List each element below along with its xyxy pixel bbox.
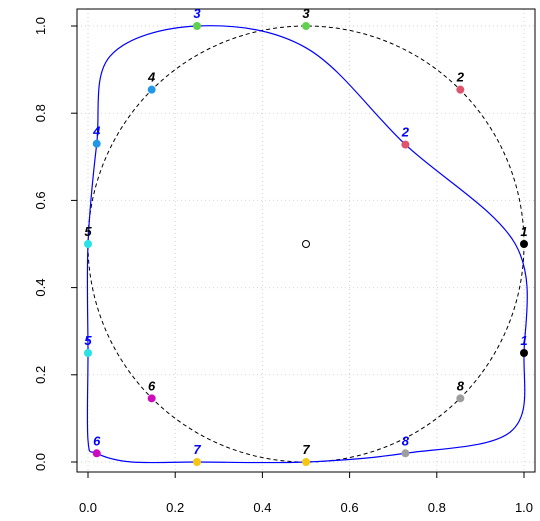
- point-label: 5: [84, 224, 92, 239]
- point-label: 8: [402, 433, 410, 448]
- data-point: [520, 240, 528, 248]
- x-tick-label: 1.0: [515, 500, 533, 515]
- point-label: 2: [401, 125, 410, 140]
- data-point: [302, 458, 310, 466]
- point-label: 1: [520, 333, 527, 348]
- data-point: [456, 85, 465, 94]
- x-tick-label: 0.6: [341, 500, 359, 515]
- data-point: [193, 458, 201, 466]
- data-point: [401, 449, 410, 458]
- y-tick-label: 0.8: [33, 104, 48, 122]
- data-point: [520, 349, 528, 357]
- data-point: [401, 140, 410, 149]
- x-tick-label: 0.2: [166, 500, 184, 515]
- point-label: 4: [147, 70, 156, 85]
- point-label: 7: [193, 442, 201, 457]
- data-point: [92, 449, 101, 458]
- y-tick-label: 1.0: [33, 17, 48, 35]
- data-point: [84, 349, 92, 357]
- y-tick-label: 0.0: [33, 453, 48, 471]
- point-label: 8: [457, 378, 465, 393]
- y-tick-label: 0.2: [33, 366, 48, 384]
- point-label: 3: [302, 6, 310, 21]
- data-points: [84, 22, 528, 466]
- point-label: 7: [302, 442, 310, 457]
- center-point: [302, 240, 310, 248]
- point-label: 2: [456, 70, 465, 85]
- point-label: 3: [193, 6, 201, 21]
- axes: 0.0 0.2 0.4 0.6 0.8 1.0 0.0 0.2 0.4 0.6 0.8 1.0: [33, 8, 536, 515]
- data-point: [147, 85, 156, 94]
- data-point: [193, 22, 201, 30]
- point-labels: 1 2 3 4 5 6 7 8 1 2 3 4 5 6 7 8: [84, 6, 527, 457]
- point-label: 6: [93, 433, 101, 448]
- x-tick-label: 0.8: [428, 500, 446, 515]
- data-point: [84, 240, 92, 248]
- y-tick-label: 0.4: [33, 279, 48, 297]
- point-label: 4: [92, 124, 101, 139]
- y-tick-label: 0.6: [33, 191, 48, 209]
- blue-curve: [86, 25, 528, 464]
- point-label: 1: [520, 224, 527, 239]
- data-point: [92, 139, 101, 148]
- point-label: 5: [84, 333, 92, 348]
- x-tick-label: 0.4: [253, 500, 271, 515]
- data-point: [147, 394, 156, 403]
- x-tick-label: 0.0: [79, 500, 97, 515]
- point-label: 6: [148, 378, 156, 393]
- data-point: [456, 394, 465, 403]
- data-point: [302, 22, 310, 30]
